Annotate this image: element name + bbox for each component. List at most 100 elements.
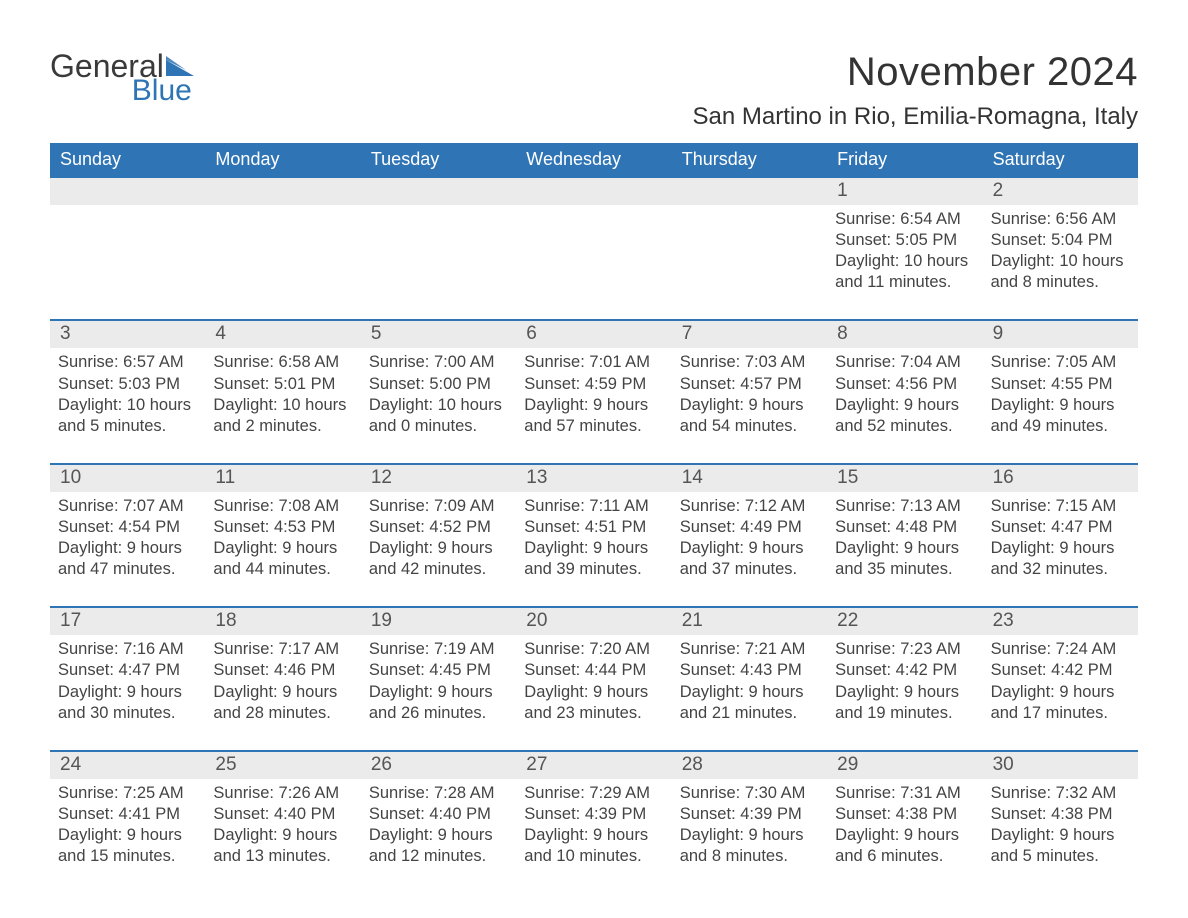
daylight-line: Daylight: 10 hours and 5 minutes. <box>58 395 197 437</box>
day-cell: 13Sunrise: 7:11 AMSunset: 4:51 PMDayligh… <box>516 465 671 586</box>
sunset-line: Sunset: 4:55 PM <box>991 374 1130 395</box>
day-number: 15 <box>827 465 982 492</box>
daylight-line: Daylight: 10 hours and 0 minutes. <box>369 395 508 437</box>
day-number: 3 <box>50 321 205 348</box>
day-number: 11 <box>205 465 360 492</box>
day-number: 27 <box>516 752 671 779</box>
sunset-line: Sunset: 4:48 PM <box>835 517 974 538</box>
sunrise-line: Sunrise: 7:05 AM <box>991 352 1130 373</box>
day-number: 8 <box>827 321 982 348</box>
day-number: 23 <box>983 608 1138 635</box>
daylight-line: Daylight: 9 hours and 35 minutes. <box>835 538 974 580</box>
day-number: 18 <box>205 608 360 635</box>
day-cell: 3Sunrise: 6:57 AMSunset: 5:03 PMDaylight… <box>50 321 205 442</box>
day-of-week-header: Sunday Monday Tuesday Wednesday Thursday… <box>50 143 1138 178</box>
daylight-line: Daylight: 9 hours and 28 minutes. <box>213 682 352 724</box>
day-number <box>205 178 360 205</box>
sunrise-line: Sunrise: 7:25 AM <box>58 783 197 804</box>
day-cell: 12Sunrise: 7:09 AMSunset: 4:52 PMDayligh… <box>361 465 516 586</box>
daylight-line: Daylight: 9 hours and 26 minutes. <box>369 682 508 724</box>
sunrise-line: Sunrise: 7:17 AM <box>213 639 352 660</box>
day-cell: 20Sunrise: 7:20 AMSunset: 4:44 PMDayligh… <box>516 608 671 729</box>
day-cell: 6Sunrise: 7:01 AMSunset: 4:59 PMDaylight… <box>516 321 671 442</box>
sunset-line: Sunset: 4:39 PM <box>524 804 663 825</box>
sunset-line: Sunset: 4:53 PM <box>213 517 352 538</box>
sunset-line: Sunset: 4:46 PM <box>213 660 352 681</box>
daylight-line: Daylight: 9 hours and 39 minutes. <box>524 538 663 580</box>
dow-wednesday: Wednesday <box>516 143 671 178</box>
sunrise-line: Sunrise: 7:11 AM <box>524 496 663 517</box>
sunset-line: Sunset: 5:04 PM <box>991 230 1130 251</box>
daylight-line: Daylight: 9 hours and 42 minutes. <box>369 538 508 580</box>
day-cell: 27Sunrise: 7:29 AMSunset: 4:39 PMDayligh… <box>516 752 671 873</box>
sunset-line: Sunset: 4:51 PM <box>524 517 663 538</box>
daylight-line: Daylight: 9 hours and 15 minutes. <box>58 825 197 867</box>
daylight-line: Daylight: 9 hours and 23 minutes. <box>524 682 663 724</box>
sunset-line: Sunset: 4:39 PM <box>680 804 819 825</box>
daylight-line: Daylight: 9 hours and 44 minutes. <box>213 538 352 580</box>
day-number: 6 <box>516 321 671 348</box>
dow-friday: Friday <box>827 143 982 178</box>
sunset-line: Sunset: 4:45 PM <box>369 660 508 681</box>
dow-sunday: Sunday <box>50 143 205 178</box>
day-cell: 23Sunrise: 7:24 AMSunset: 4:42 PMDayligh… <box>983 608 1138 729</box>
daylight-line: Daylight: 10 hours and 8 minutes. <box>991 251 1130 293</box>
day-number: 9 <box>983 321 1138 348</box>
sunrise-line: Sunrise: 7:08 AM <box>213 496 352 517</box>
dow-saturday: Saturday <box>983 143 1138 178</box>
day-number <box>516 178 671 205</box>
day-number: 7 <box>672 321 827 348</box>
sunrise-line: Sunrise: 7:23 AM <box>835 639 974 660</box>
sunrise-line: Sunrise: 7:15 AM <box>991 496 1130 517</box>
sunset-line: Sunset: 4:43 PM <box>680 660 819 681</box>
sunset-line: Sunset: 4:40 PM <box>369 804 508 825</box>
sunset-line: Sunset: 5:00 PM <box>369 374 508 395</box>
day-number: 26 <box>361 752 516 779</box>
daylight-line: Daylight: 9 hours and 19 minutes. <box>835 682 974 724</box>
day-cell <box>672 178 827 299</box>
day-cell: 24Sunrise: 7:25 AMSunset: 4:41 PMDayligh… <box>50 752 205 873</box>
day-cell: 5Sunrise: 7:00 AMSunset: 5:00 PMDaylight… <box>361 321 516 442</box>
sunrise-line: Sunrise: 6:54 AM <box>835 209 974 230</box>
sunrise-line: Sunrise: 7:31 AM <box>835 783 974 804</box>
day-number: 10 <box>50 465 205 492</box>
day-cell: 21Sunrise: 7:21 AMSunset: 4:43 PMDayligh… <box>672 608 827 729</box>
day-number: 17 <box>50 608 205 635</box>
page-title: November 2024 <box>692 50 1138 95</box>
day-number: 21 <box>672 608 827 635</box>
day-cell <box>516 178 671 299</box>
daylight-line: Daylight: 9 hours and 30 minutes. <box>58 682 197 724</box>
day-cell: 4Sunrise: 6:58 AMSunset: 5:01 PMDaylight… <box>205 321 360 442</box>
sunset-line: Sunset: 4:47 PM <box>58 660 197 681</box>
day-number: 5 <box>361 321 516 348</box>
day-cell: 15Sunrise: 7:13 AMSunset: 4:48 PMDayligh… <box>827 465 982 586</box>
sunset-line: Sunset: 4:44 PM <box>524 660 663 681</box>
day-number: 16 <box>983 465 1138 492</box>
day-number: 12 <box>361 465 516 492</box>
sunrise-line: Sunrise: 7:03 AM <box>680 352 819 373</box>
sunrise-line: Sunrise: 7:04 AM <box>835 352 974 373</box>
day-number: 1 <box>827 178 982 205</box>
daylight-line: Daylight: 9 hours and 54 minutes. <box>680 395 819 437</box>
sunset-line: Sunset: 5:03 PM <box>58 374 197 395</box>
day-cell <box>205 178 360 299</box>
day-number: 29 <box>827 752 982 779</box>
day-cell: 9Sunrise: 7:05 AMSunset: 4:55 PMDaylight… <box>983 321 1138 442</box>
dow-tuesday: Tuesday <box>361 143 516 178</box>
day-number: 22 <box>827 608 982 635</box>
day-number: 24 <box>50 752 205 779</box>
page: General Blue November 2024 San Martino i… <box>0 0 1188 903</box>
sunset-line: Sunset: 5:05 PM <box>835 230 974 251</box>
sunrise-line: Sunrise: 7:24 AM <box>991 639 1130 660</box>
calendar: Sunday Monday Tuesday Wednesday Thursday… <box>50 143 1138 873</box>
dow-monday: Monday <box>205 143 360 178</box>
week-row: 24Sunrise: 7:25 AMSunset: 4:41 PMDayligh… <box>50 750 1138 873</box>
daylight-line: Daylight: 9 hours and 12 minutes. <box>369 825 508 867</box>
daylight-line: Daylight: 9 hours and 21 minutes. <box>680 682 819 724</box>
week-row: 3Sunrise: 6:57 AMSunset: 5:03 PMDaylight… <box>50 319 1138 442</box>
day-number <box>361 178 516 205</box>
weeks-container: 1 Sunrise: 6:54 AMSunset: 5:05 PM Daylight… <box>50 178 1138 873</box>
flag-icon <box>166 56 194 76</box>
logo-text-blue: Blue <box>132 76 192 106</box>
header: General Blue November 2024 San Martino i… <box>50 50 1138 131</box>
